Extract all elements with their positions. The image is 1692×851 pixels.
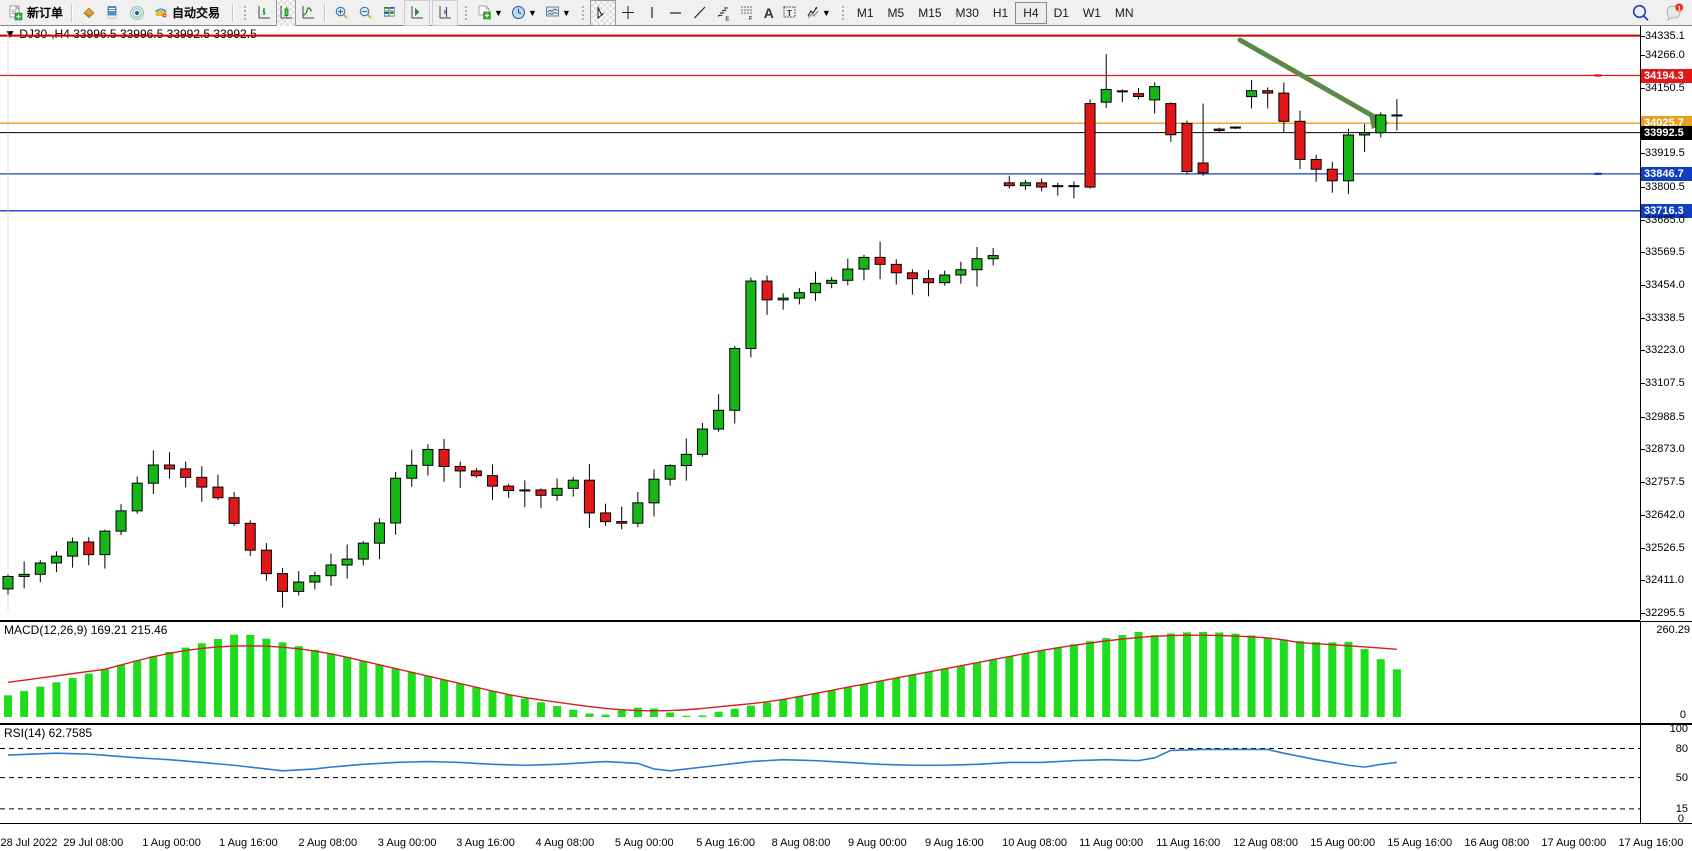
svg-text:F: F (749, 16, 753, 21)
svg-text:E: E (725, 16, 729, 21)
svg-text:T: T (787, 9, 792, 18)
